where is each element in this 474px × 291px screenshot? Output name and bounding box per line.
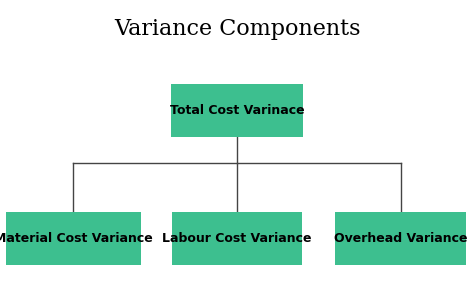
Text: Variance Components: Variance Components — [114, 18, 360, 40]
Text: Labour Cost Variance: Labour Cost Variance — [162, 232, 312, 245]
FancyBboxPatch shape — [336, 212, 465, 265]
Text: Material Cost Variance: Material Cost Variance — [0, 232, 153, 245]
Text: Total Cost Varinace: Total Cost Varinace — [170, 104, 304, 117]
Text: Overhead Variance: Overhead Variance — [334, 232, 467, 245]
FancyBboxPatch shape — [172, 212, 302, 265]
FancyBboxPatch shape — [171, 84, 303, 137]
FancyBboxPatch shape — [6, 212, 141, 265]
